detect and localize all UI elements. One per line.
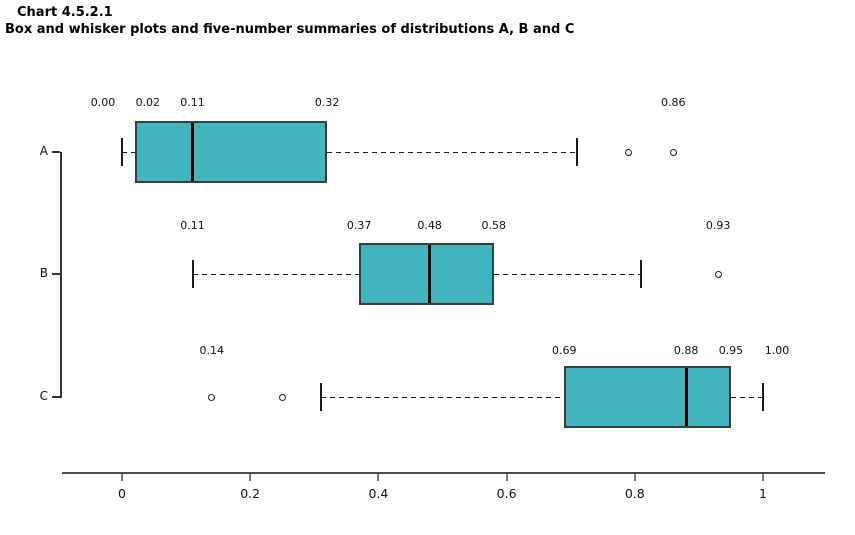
chart-number-title: Chart 4.5.2.1 — [17, 5, 113, 20]
x-axis-tick — [377, 474, 380, 481]
y-axis-line — [60, 152, 62, 398]
median-line-a — [191, 123, 194, 181]
chart-title-block: Chart 4.5.2.1 Box and whisker plots and … — [0, 4, 574, 38]
box-b — [359, 243, 494, 305]
value-label: 0.48 — [417, 219, 442, 232]
whisker-line-high — [493, 274, 642, 275]
outlier-point — [714, 270, 722, 278]
x-axis-tick-label: 0 — [118, 486, 126, 501]
x-axis-line — [62, 472, 825, 474]
whisker-line-low — [320, 397, 565, 398]
y-axis-tick — [52, 396, 60, 398]
x-axis-tick — [249, 474, 252, 481]
outlier-point — [624, 148, 632, 156]
value-label: 0.37 — [346, 219, 372, 232]
value-label: 0.11 — [180, 219, 205, 232]
whisker-cap-high — [576, 138, 579, 166]
x-axis-tick — [505, 474, 508, 481]
whisker-cap-low — [191, 260, 194, 288]
x-axis-tick-label: 0.8 — [624, 486, 645, 501]
chart-subtitle: Box and whisker plots and five-number su… — [5, 22, 575, 37]
y-axis-tick — [52, 273, 60, 275]
y-axis-tick — [52, 151, 60, 153]
box-c — [564, 366, 731, 428]
x-axis-tick — [121, 474, 123, 481]
median-line-c — [684, 368, 688, 426]
value-label: 0.02 — [135, 96, 161, 109]
value-label: 0.69 — [552, 344, 577, 357]
whisker-line-low — [192, 274, 360, 275]
value-label: 0.11 — [180, 96, 205, 109]
value-label: 0.00 — [90, 96, 116, 109]
whisker-cap-low — [319, 383, 322, 411]
box-a — [134, 121, 328, 183]
x-axis-tick-label: 0.2 — [240, 486, 261, 501]
value-label: 0.95 — [718, 344, 744, 357]
x-axis-tick — [633, 474, 636, 481]
whisker-cap-low — [121, 138, 123, 166]
value-label: 0.32 — [314, 96, 340, 109]
median-line-b — [428, 245, 432, 303]
value-label: 0.93 — [705, 219, 731, 232]
value-label: 1.00 — [764, 344, 790, 357]
whisker-line-low — [122, 152, 135, 153]
x-axis-tick-label: 0.4 — [368, 486, 389, 501]
x-axis-tick-label: 1 — [759, 486, 767, 501]
whisker-cap-high — [762, 383, 764, 411]
value-label: 0.14 — [199, 344, 224, 357]
value-label: 0.86 — [661, 96, 686, 109]
whisker-line-high — [327, 152, 578, 153]
x-axis-tick — [762, 474, 764, 481]
outlier-point — [208, 393, 216, 401]
value-label: 0.58 — [481, 219, 507, 232]
category-label-b: B — [39, 266, 48, 280]
outlier-point — [669, 148, 677, 156]
value-label: 0.88 — [673, 344, 699, 357]
category-label-c: C — [39, 389, 48, 403]
x-axis-tick-label: 0.6 — [496, 486, 517, 501]
whisker-line-high — [730, 397, 763, 398]
whisker-cap-high — [640, 260, 643, 288]
category-label-a: A — [39, 144, 48, 158]
outlier-point — [278, 393, 286, 401]
